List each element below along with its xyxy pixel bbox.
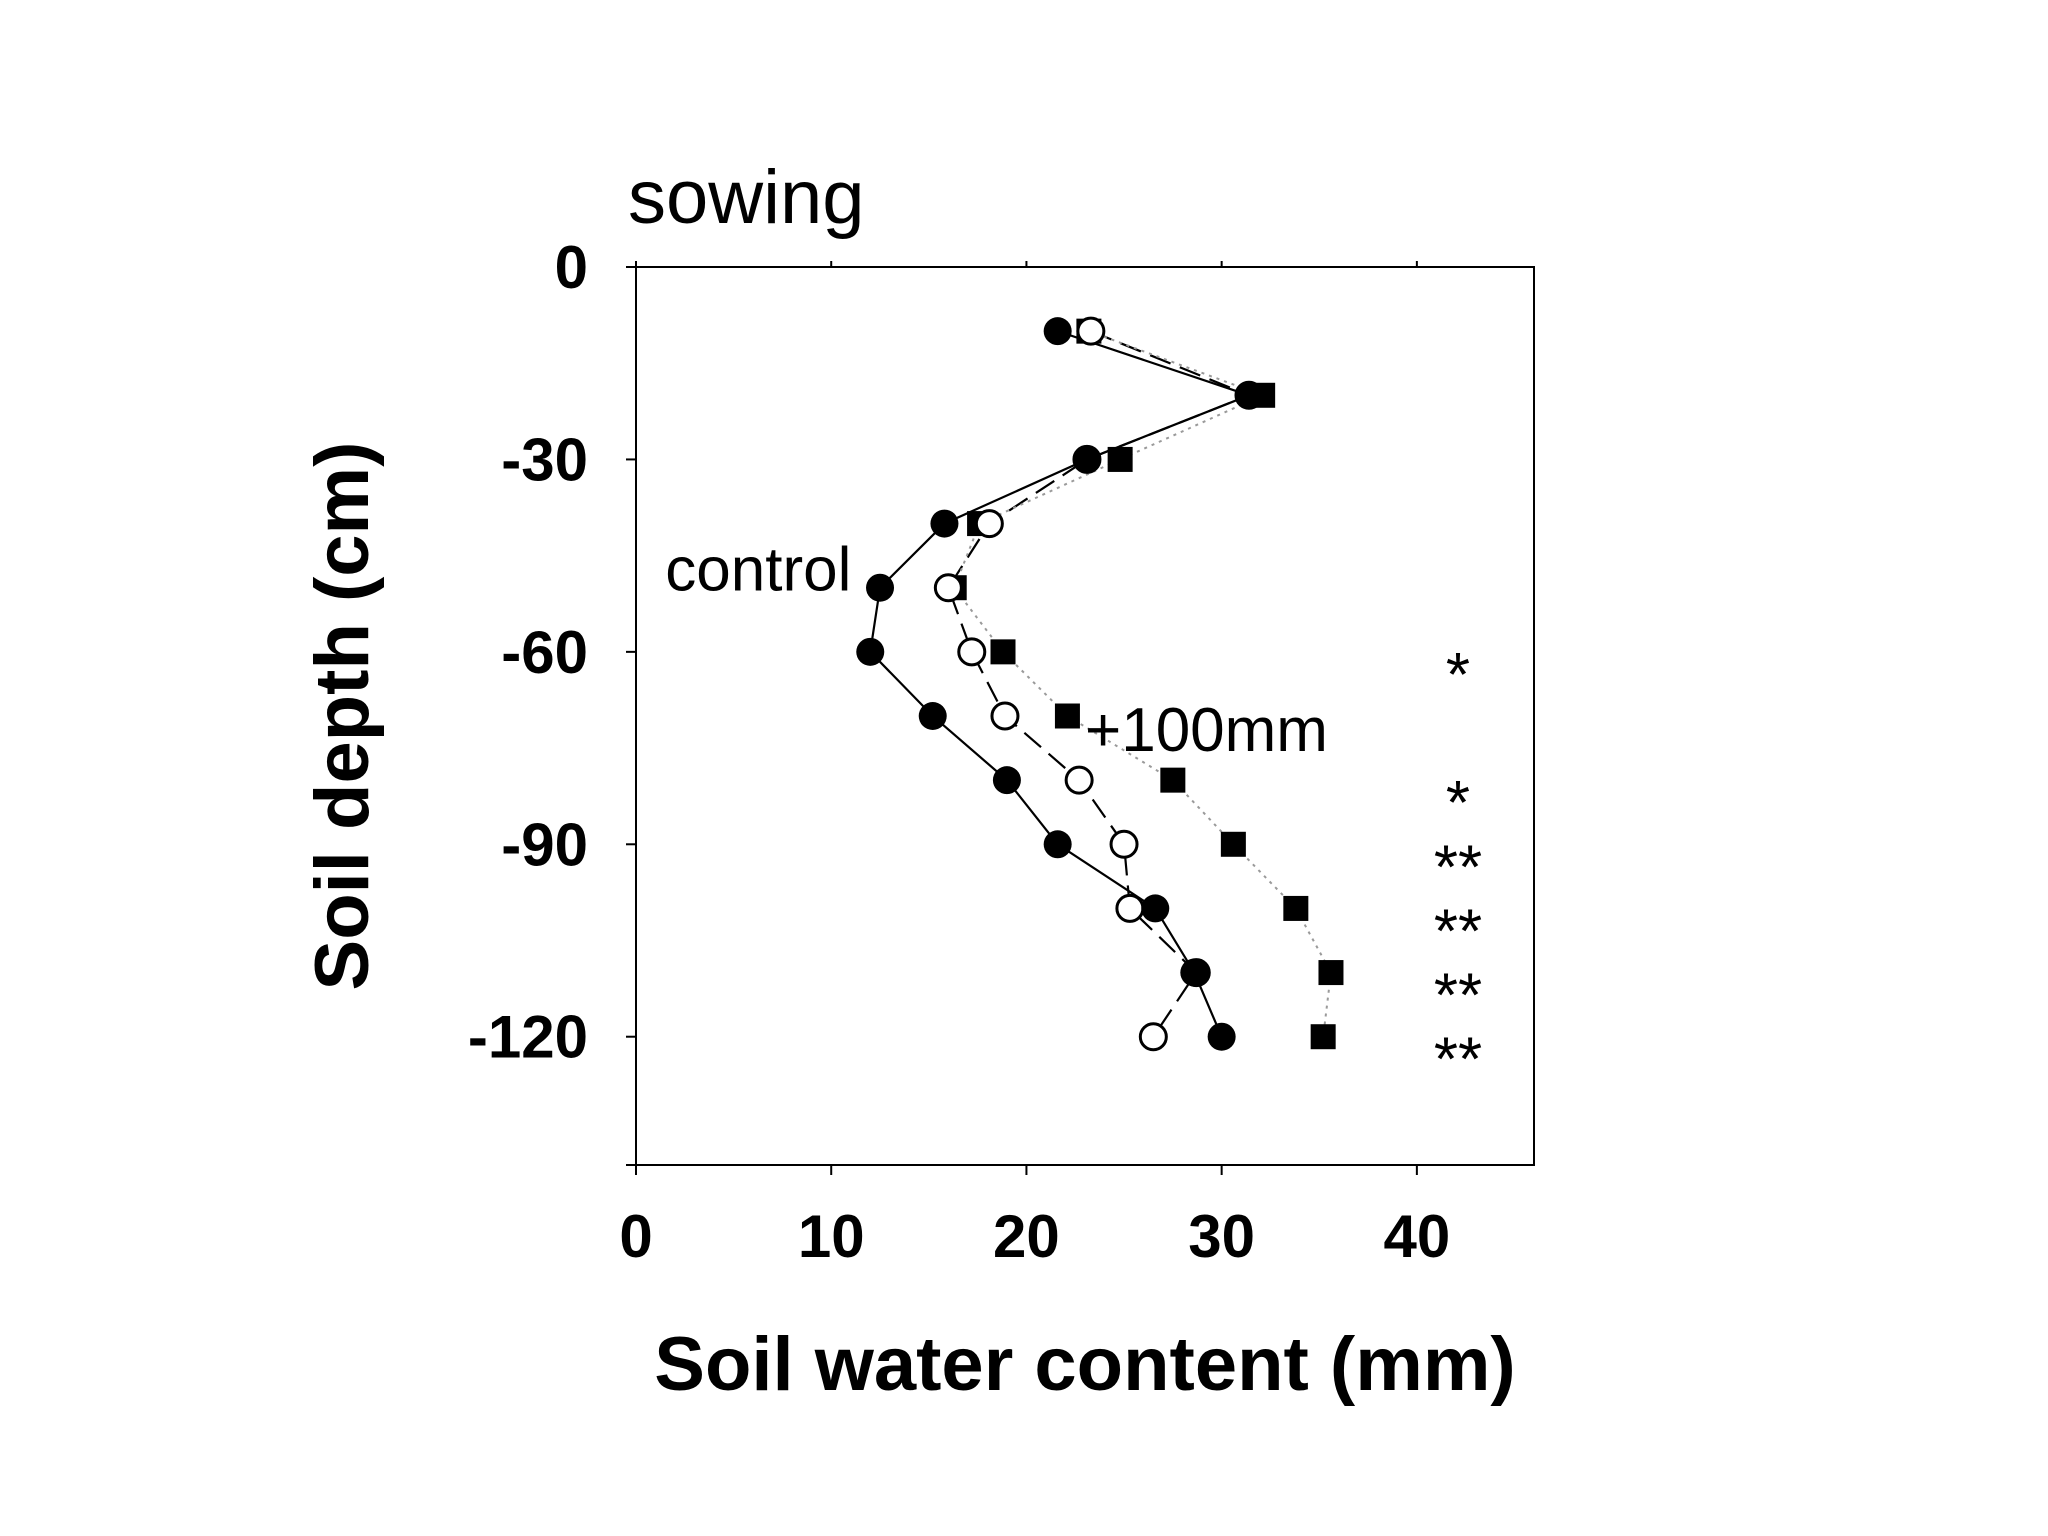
open-circle-marker (1138, 1022, 1168, 1052)
series-lines (869, 330, 1333, 1038)
square-marker (1283, 895, 1309, 921)
square-marker (1220, 831, 1246, 857)
x-axis-label: Soil water content (mm) (654, 1322, 1515, 1407)
control-label: control (665, 535, 851, 604)
series-line-1 (869, 330, 1253, 1038)
filled-circle-marker (1180, 958, 1209, 987)
open-circle-marker (1064, 765, 1094, 795)
y-axis-label: Soil depth (cm) (300, 442, 385, 991)
filled-circle-marker (1043, 317, 1072, 346)
chart-title: sowing (628, 155, 865, 240)
open-circle-marker (1076, 316, 1106, 346)
open-circle-marker (1109, 829, 1139, 859)
filled-circle-marker (1072, 445, 1101, 474)
square-marker (1318, 960, 1344, 986)
axis-tick-labels: 0 10 20 30 40 0 -30 -60 -90 -120 (468, 234, 1450, 1270)
significance-marker: * (1446, 641, 1470, 710)
square-marker (1107, 446, 1133, 472)
y-tick-label: -60 (501, 619, 588, 686)
x-tick-label: 40 (1383, 1203, 1450, 1270)
open-circle-marker (933, 573, 963, 603)
filled-circle-marker (992, 766, 1021, 795)
square-marker (1160, 767, 1186, 793)
open-circle-marker (957, 637, 987, 667)
y-tick-label: -30 (501, 426, 588, 493)
filled-circle-marker (918, 702, 947, 730)
filled-circle-marker (930, 509, 959, 538)
significance-markers: ********** (1434, 641, 1482, 1095)
open-circle-marker (974, 509, 1004, 539)
plot-frame (635, 266, 1535, 1166)
significance-marker: * (1446, 769, 1470, 838)
filled-circle-marker (856, 637, 885, 666)
significance-marker: ** (1434, 897, 1482, 966)
open-circle-marker (1115, 893, 1145, 923)
x-tick-label: 0 (619, 1203, 652, 1270)
significance-marker: ** (1434, 1026, 1482, 1095)
filled-circle-marker (1207, 1022, 1236, 1051)
series-points (856, 316, 1344, 1052)
x-tick-label: 10 (798, 1203, 865, 1270)
y-tick-label: 0 (555, 234, 588, 301)
filled-circle-marker (1234, 381, 1263, 410)
square-marker (990, 639, 1016, 665)
filled-circle-marker (866, 573, 895, 602)
axis-ticks (626, 261, 1418, 1175)
plus100mm-label: +100mm (1085, 696, 1328, 765)
filled-circle-marker (1141, 894, 1170, 923)
y-tick-label: -90 (501, 811, 588, 878)
open-circle-marker (990, 701, 1020, 731)
significance-marker: ** (1434, 962, 1482, 1031)
series-line-2 (947, 330, 1252, 1038)
square-marker (1054, 703, 1080, 729)
x-tick-label: 30 (1188, 1203, 1255, 1270)
y-tick-label: -120 (468, 1004, 588, 1071)
square-marker (1310, 1024, 1336, 1050)
filled-circle-marker (1043, 830, 1072, 859)
x-tick-label: 20 (993, 1203, 1060, 1270)
significance-marker: ** (1434, 833, 1482, 902)
